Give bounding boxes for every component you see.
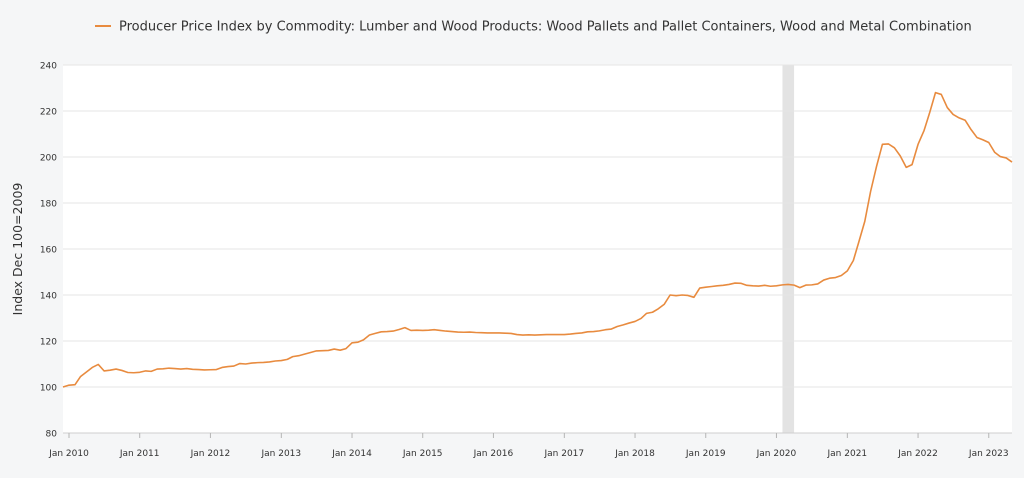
x-tick-label: Jan 2022	[897, 449, 938, 459]
x-tick-label: Jan 2013	[260, 449, 301, 459]
x-tick-label: Jan 2023	[968, 449, 1009, 459]
x-tick-label: Jan 2015	[402, 449, 443, 459]
x-tick-label: Jan 2017	[544, 449, 585, 459]
x-tick-label: Jan 2011	[119, 449, 160, 459]
y-tick-label: 120	[40, 338, 57, 348]
y-axis: 80 100 120 140 160 180 200 220 240	[40, 62, 57, 440]
y-tick-label: 220	[40, 108, 57, 118]
y-tick-label: 240	[40, 62, 57, 72]
y-tick-label: 100	[40, 384, 57, 394]
y-tick-label: 160	[40, 246, 57, 256]
y-tick-label: 200	[40, 154, 57, 164]
x-tick-label: Jan 2012	[190, 449, 231, 459]
y-tick-label: 80	[46, 430, 58, 440]
x-axis: Jan 2010 Jan 2011 Jan 2012 Jan 2013 Jan 2014…	[48, 432, 1012, 459]
series-line	[62, 91, 1013, 388]
x-tick-label: Jan 2016	[473, 449, 514, 459]
legend: Producer Price Index by Commodity: Lumbe…	[95, 20, 972, 35]
y-tick-label: 180	[40, 200, 57, 210]
x-tick-label: Jan 2014	[331, 449, 372, 459]
legend-label: Producer Price Index by Commodity: Lumbe…	[119, 20, 972, 35]
x-tick-label: Jan 2020	[756, 449, 797, 459]
y-tick-label: 140	[40, 292, 57, 302]
x-tick-label: Jan 2010	[48, 449, 89, 459]
x-tick-label: Jan 2021	[827, 449, 868, 459]
y-axis-title: Index Dec 100=2009	[10, 183, 25, 316]
x-tick-label: Jan 2018	[614, 449, 655, 459]
x-tick-label: Jan 2019	[685, 449, 726, 459]
